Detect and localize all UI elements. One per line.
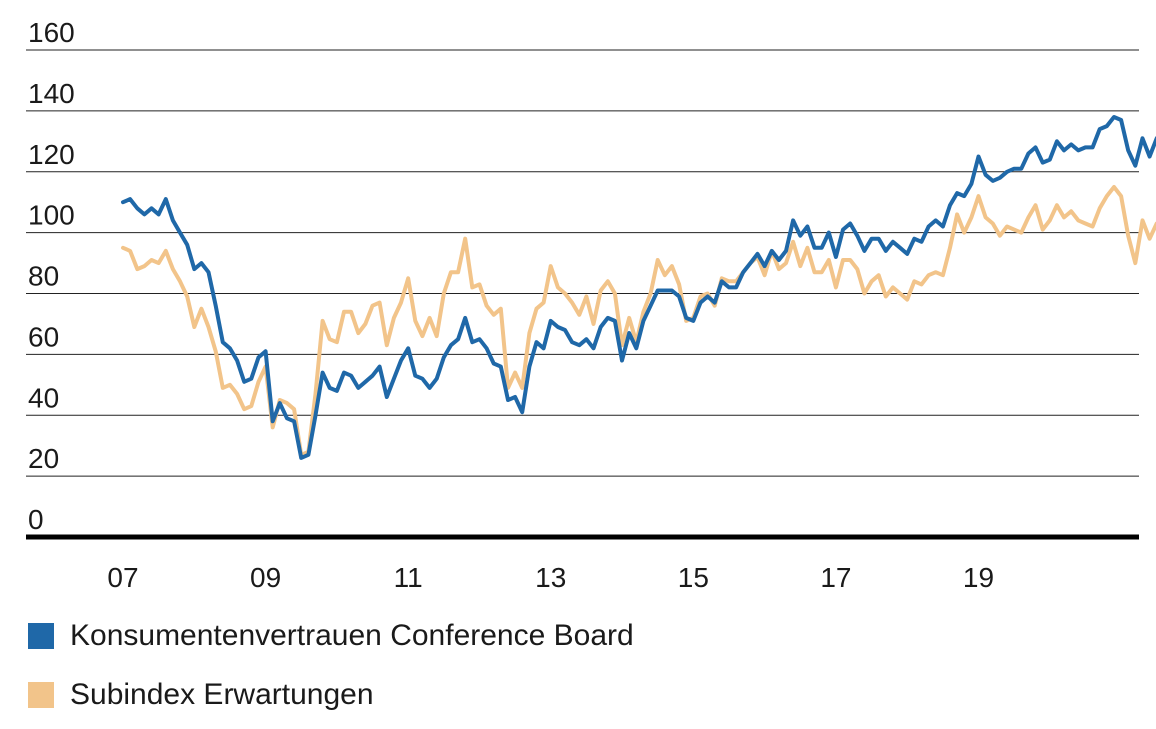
y-tick-label: 0 <box>28 504 44 535</box>
legend-swatch-series-1 <box>28 682 54 708</box>
x-tick-label: 19 <box>963 562 994 593</box>
y-tick-label: 100 <box>28 200 75 231</box>
y-tick-label: 20 <box>28 443 59 474</box>
series-line-0 <box>121 115 1156 460</box>
legend-item-series-1: Subindex Erwartungen <box>28 678 374 712</box>
y-tick-label: 60 <box>28 321 59 352</box>
series-layer <box>121 115 1156 460</box>
x-tick-label: 17 <box>820 562 851 593</box>
y-tick-label: 140 <box>28 78 75 109</box>
y-tick-label: 80 <box>28 261 59 292</box>
legend-label-series-1: Subindex Erwartungen <box>70 678 374 711</box>
x-axis-ticks: 07 09 11 13 15 17 19 <box>107 562 994 593</box>
y-tick-label: 40 <box>28 382 59 413</box>
y-tick-label: 160 <box>28 17 75 48</box>
x-tick-label: 15 <box>678 562 709 593</box>
series-line-1 <box>121 185 1156 457</box>
x-tick-label: 11 <box>394 562 423 593</box>
y-tick-label: 120 <box>28 139 75 170</box>
y-axis-ticks: 0 20 40 60 80 100 120 140 160 <box>28 17 75 535</box>
legend-swatch-series-0 <box>28 623 54 649</box>
legend-item-series-0: Konsumentenvertrauen Conference Board <box>28 619 634 653</box>
x-tick-label: 13 <box>535 562 566 593</box>
x-tick-label: 07 <box>107 562 138 593</box>
x-tick-label: 09 <box>250 562 281 593</box>
legend-label-series-0: Konsumentenvertrauen Conference Board <box>70 619 634 652</box>
